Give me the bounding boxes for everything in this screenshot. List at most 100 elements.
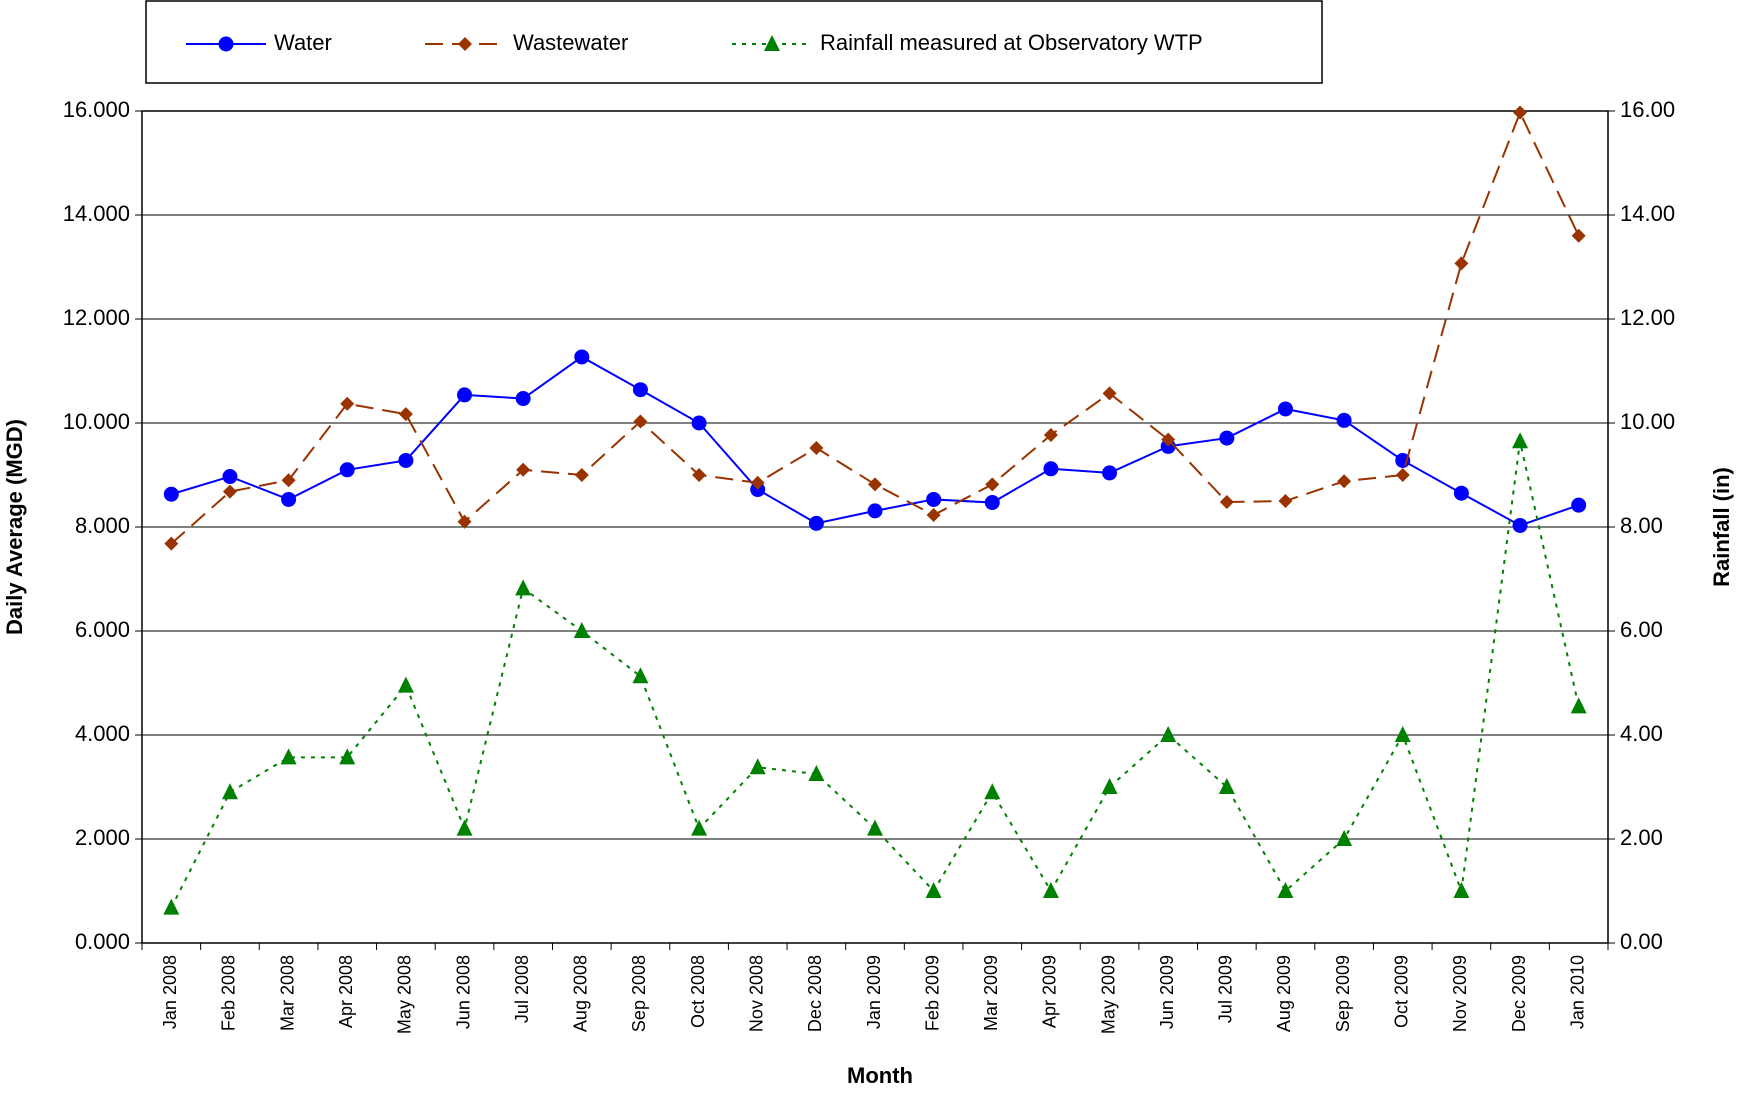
x-tick-label: May 2009 bbox=[1098, 955, 1118, 1034]
x-tick-label: Nov 2009 bbox=[1450, 955, 1470, 1032]
data-point bbox=[221, 783, 238, 800]
x-tick-label: Jul 2008 bbox=[512, 955, 532, 1023]
data-point bbox=[222, 469, 238, 485]
x-tick-label: Mar 2009 bbox=[981, 955, 1001, 1031]
data-point bbox=[1571, 228, 1586, 243]
data-point bbox=[339, 462, 355, 478]
x-tick-label: Oct 2008 bbox=[688, 955, 708, 1028]
data-point bbox=[457, 514, 472, 529]
data-point bbox=[1337, 474, 1352, 489]
data-point bbox=[1453, 882, 1470, 898]
x-tick-label: Jun 2008 bbox=[453, 955, 473, 1029]
data-point bbox=[1102, 386, 1117, 401]
data-point bbox=[1336, 830, 1353, 846]
y-tick-label: 4.000 bbox=[75, 721, 130, 746]
data-point bbox=[1571, 497, 1587, 513]
data-point bbox=[339, 748, 356, 765]
y2-tick-label: 14.00 bbox=[1620, 201, 1675, 226]
data-point bbox=[867, 819, 883, 836]
data-point bbox=[397, 676, 414, 693]
series-line bbox=[171, 355, 1580, 527]
data-point bbox=[398, 407, 413, 422]
y-axis-title: Daily Average (MGD) bbox=[2, 419, 27, 635]
data-point bbox=[632, 382, 648, 398]
data-point bbox=[1512, 432, 1529, 449]
data-point bbox=[1101, 778, 1118, 794]
data-point bbox=[1277, 401, 1293, 417]
y-tick-label: 0.000 bbox=[75, 929, 130, 954]
y2-tick-label: 2.00 bbox=[1620, 825, 1663, 850]
y2-tick-label: 4.00 bbox=[1620, 721, 1663, 746]
x-tick-label: Nov 2008 bbox=[746, 955, 766, 1032]
x-tick-label: Feb 2009 bbox=[922, 955, 942, 1031]
y-tick-label: 8.000 bbox=[75, 513, 130, 538]
y2-axis-title: Rainfall (in) bbox=[1709, 467, 1734, 587]
y2-tick-label: 16.00 bbox=[1620, 97, 1675, 122]
x-tick-label: Oct 2009 bbox=[1392, 955, 1412, 1028]
data-point bbox=[163, 486, 179, 502]
data-point bbox=[1336, 412, 1352, 428]
data-point bbox=[281, 473, 296, 488]
data-point bbox=[1394, 726, 1411, 742]
legend-marker bbox=[218, 36, 234, 52]
data-point bbox=[692, 468, 707, 482]
x-tick-label: Jan 2010 bbox=[1567, 955, 1587, 1029]
x-axis-title: Month bbox=[847, 1063, 913, 1088]
data-point bbox=[808, 515, 824, 531]
data-point bbox=[691, 415, 707, 431]
data-point bbox=[457, 387, 473, 403]
data-point bbox=[633, 414, 648, 429]
data-point bbox=[926, 491, 942, 507]
data-point bbox=[1043, 461, 1059, 477]
data-point bbox=[1043, 427, 1058, 442]
data-point bbox=[280, 748, 297, 765]
data-point bbox=[164, 536, 179, 551]
plot-frame bbox=[141, 110, 1609, 944]
legend-box bbox=[145, 0, 1323, 84]
data-point bbox=[515, 391, 531, 407]
data-point bbox=[691, 819, 708, 836]
y-tick-label: 16.000 bbox=[63, 97, 130, 122]
data-point bbox=[1219, 495, 1234, 510]
x-tick-label: Jul 2009 bbox=[1216, 955, 1236, 1023]
x-tick-label: May 2008 bbox=[395, 955, 415, 1034]
data-point bbox=[985, 477, 1000, 492]
data-point bbox=[984, 783, 1001, 800]
data-point bbox=[1042, 882, 1059, 898]
data-point bbox=[1454, 256, 1469, 271]
data-point bbox=[1102, 465, 1118, 481]
data-point bbox=[1277, 882, 1294, 898]
x-tick-label: Jan 2008 bbox=[160, 955, 180, 1029]
data-point bbox=[398, 452, 414, 468]
x-tick-label: Apr 2008 bbox=[336, 955, 356, 1028]
data-point bbox=[868, 477, 882, 492]
legend-marker bbox=[764, 35, 780, 51]
legend-label: Water bbox=[274, 30, 332, 55]
data-point bbox=[516, 462, 531, 477]
data-point bbox=[1219, 430, 1235, 446]
x-tick-label: Feb 2008 bbox=[219, 955, 239, 1031]
x-tick-label: Apr 2009 bbox=[1040, 955, 1060, 1028]
data-point bbox=[1160, 726, 1177, 742]
data-point bbox=[749, 758, 766, 775]
data-point bbox=[1513, 105, 1528, 120]
data-point bbox=[1218, 778, 1235, 794]
data-point bbox=[984, 495, 1000, 511]
x-tick-label: Mar 2008 bbox=[277, 955, 297, 1031]
data-point bbox=[456, 819, 473, 836]
data-point bbox=[1512, 517, 1528, 533]
data-point bbox=[1570, 697, 1587, 714]
legend-label: Wastewater bbox=[513, 30, 628, 55]
data-point bbox=[281, 491, 297, 507]
data-point bbox=[163, 898, 180, 915]
x-tick-label: Jan 2009 bbox=[864, 955, 884, 1029]
y-tick-label: 6.000 bbox=[75, 617, 130, 642]
data-point bbox=[340, 396, 355, 411]
y-tick-label: 2.000 bbox=[75, 825, 130, 850]
legend-marker bbox=[458, 37, 472, 51]
data-point bbox=[926, 508, 941, 523]
y-tick-label: 10.000 bbox=[63, 409, 130, 434]
y2-tick-label: 0.00 bbox=[1620, 929, 1663, 954]
legend-label: Rainfall measured at Observatory WTP bbox=[820, 30, 1203, 55]
